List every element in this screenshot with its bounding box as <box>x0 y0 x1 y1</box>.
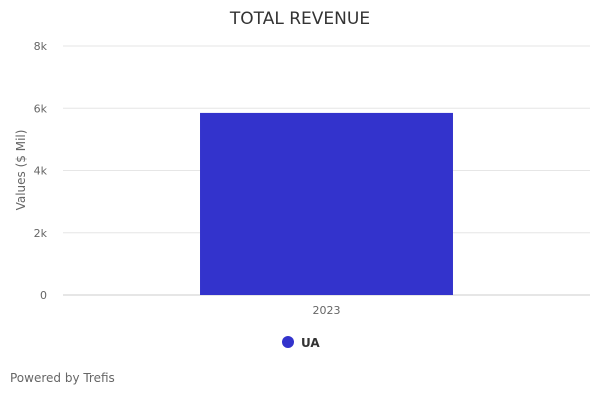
y-axis-ticks: 0 2k 4k 6k 8k <box>34 40 48 302</box>
x-axis-ticks: 2023 <box>313 304 341 317</box>
y-tick-label: 6k <box>34 102 48 115</box>
y-tick-label: 2k <box>34 227 48 240</box>
legend-item-label[interactable]: UA <box>301 336 320 350</box>
y-axis-label: Values ($ Mil) <box>14 130 28 211</box>
y-tick-label: 0 <box>40 289 47 302</box>
credit-text: Powered by Trefis <box>10 371 115 385</box>
bar-2023[interactable] <box>200 112 453 295</box>
x-tick-label: 2023 <box>313 304 341 317</box>
legend-marker[interactable] <box>282 336 294 348</box>
bars <box>200 112 453 295</box>
y-tick-label: 8k <box>34 40 48 53</box>
legend[interactable]: UA <box>282 336 320 350</box>
chart-title: TOTAL REVENUE <box>229 9 370 29</box>
y-tick-label: 4k <box>34 165 48 178</box>
